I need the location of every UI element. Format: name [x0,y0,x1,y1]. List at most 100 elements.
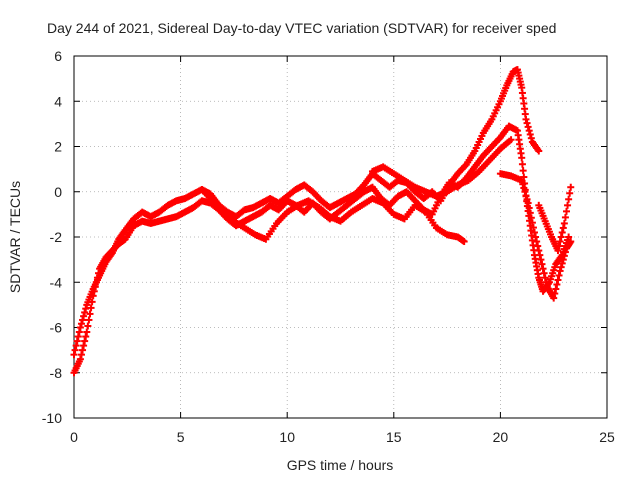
data-point-interp [81,337,89,345]
data-point [560,219,568,227]
data-point-interp [79,316,87,324]
data-point [89,292,97,300]
data-point-interp [559,224,567,232]
data-point-interp [73,337,81,345]
data-point-interp [528,219,536,227]
data-point-interp [554,276,562,284]
data-point-interp [561,248,569,256]
data-point-interp [565,195,573,203]
series-track-d [368,136,515,200]
data-point [524,199,532,207]
data-point-interp [532,233,540,241]
data-point-interp [562,207,570,215]
data-point-interp [84,322,92,330]
data-point [565,233,573,241]
data-point-interp [551,290,559,298]
data-point-interp [522,192,530,200]
y-tick-label: -6 [50,320,63,336]
data-point-interp [561,213,569,221]
series-track-e [496,170,575,302]
x-tick-label: 10 [279,429,295,445]
data-point [550,294,558,302]
data-point-interp [558,228,566,236]
data-point-interp [564,201,572,209]
data-point-interp [526,209,534,217]
data-point-interp [77,320,85,328]
y-tick-label: 4 [54,93,62,109]
data-point-interp [534,242,542,250]
data-point-interp [539,265,547,273]
x-tick-label: 5 [177,429,185,445]
data-point-interp [95,269,103,277]
data-point-interp [85,316,93,324]
y-tick-label: -10 [42,410,62,426]
data-point [537,256,545,264]
x-tick-label: 20 [493,429,509,445]
data-point [531,228,539,236]
data-point [535,147,543,155]
data-point-interp [81,308,89,316]
data-point-interp [77,351,85,359]
data-point-interp [91,283,99,291]
data-point [567,183,575,191]
data-point-interp [88,298,96,306]
data-point-interp [72,342,80,350]
data-point [76,324,84,331]
data-point-interp [521,188,529,196]
data-point-interp [523,195,531,203]
data-point-interp [90,287,98,295]
data-point [83,328,91,336]
x-tick-label: 0 [70,429,78,445]
data-point-interp [560,252,568,260]
data-point-interp [525,127,533,135]
data-point-interp [555,271,563,279]
data-point-interp [535,247,543,255]
x-tick-label: 15 [386,429,402,445]
data-point-interp [533,238,541,246]
data-point [556,267,564,275]
data-point [518,176,526,184]
data-point-interp [553,281,561,289]
data-point-interp [518,160,526,168]
data-point-interp [555,242,563,250]
y-axis-label: SDTVAR / TECUs [7,181,23,293]
data-point-interp [540,269,548,277]
data-point-interp [93,274,101,282]
data-point-interp [74,333,82,341]
data-point-interp [527,134,535,142]
data-point-interp [527,214,535,222]
x-tick-label: 25 [599,429,615,445]
data-point-interp [520,184,528,192]
series-track-b [70,122,573,377]
chart-title: Day 244 of 2021, Sidereal Day-to-day VTE… [47,20,556,36]
data-point-interp [536,251,544,259]
data-point [518,154,526,162]
data-point-interp [524,123,532,131]
data-point-interp [557,263,565,271]
data-point-interp [82,333,90,341]
data-point-interp [519,167,527,175]
y-tick-label: 0 [54,184,62,200]
axis-ticks: 0 5 10 15 20 25 -10 -8 -6 -4 -2 0 2 4 6 [42,48,615,445]
data-point-interp [519,180,527,188]
data-point-interp [541,274,549,282]
data-point [507,136,515,144]
data-point-interp [542,278,550,286]
x-axis-label: GPS time / hours [287,457,394,473]
y-tick-label: -2 [50,229,63,245]
data-point-interp [556,238,564,246]
data-point-interp [526,130,534,138]
y-tick-label: -8 [50,365,63,381]
data-point-interp [529,224,537,232]
series-track-c [198,185,468,246]
data-point [76,355,84,363]
data-point-interp [75,328,83,336]
data-point-interp [552,285,560,293]
data-point [460,238,468,246]
data-point-interp [525,204,533,212]
data-point-interp [566,189,574,197]
series-track-f [535,183,575,255]
data-point-interp [558,259,566,267]
data-point-interp [71,346,79,354]
